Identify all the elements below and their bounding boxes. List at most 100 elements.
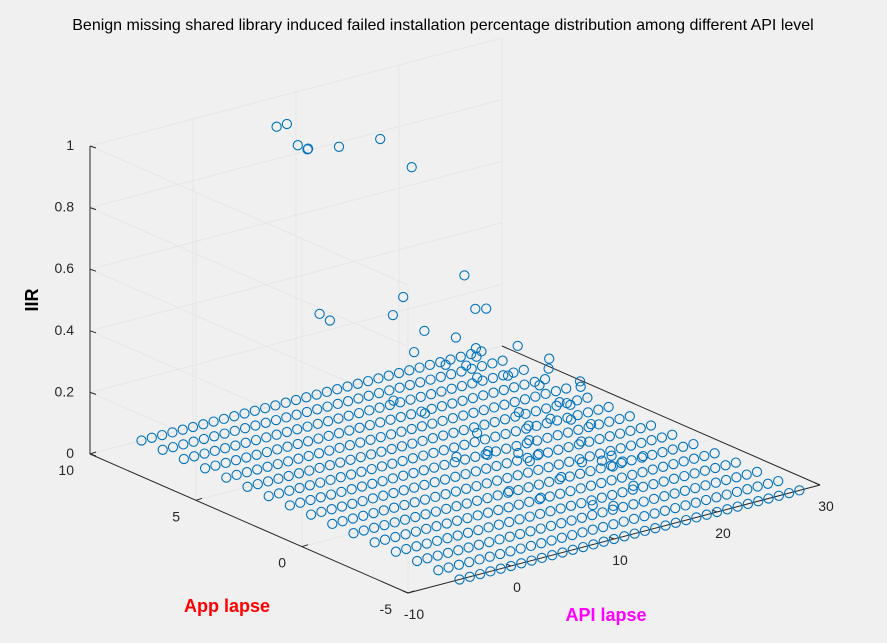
data-point	[494, 534, 505, 545]
data-point	[431, 521, 442, 532]
data-point	[576, 497, 587, 509]
data-point	[156, 429, 168, 441]
x-tick	[814, 482, 821, 486]
data-point	[354, 422, 365, 433]
data-point	[701, 509, 712, 520]
data-point	[680, 514, 692, 526]
data-point	[374, 402, 385, 413]
data-point	[464, 571, 475, 582]
data-point	[281, 426, 293, 438]
data-point	[312, 418, 323, 430]
data-point	[482, 492, 493, 504]
data-point	[385, 429, 397, 440]
data-point	[352, 378, 363, 389]
data-point	[628, 513, 640, 525]
wall-gridline	[89, 222, 503, 332]
data-point	[514, 528, 526, 540]
data-point	[523, 482, 534, 493]
data-point	[387, 458, 398, 469]
data-point	[261, 446, 273, 458]
data-point	[585, 480, 597, 491]
data-point	[342, 381, 353, 392]
data-point	[688, 453, 700, 464]
data-point	[617, 487, 628, 498]
data-point	[636, 452, 648, 463]
data-point	[441, 503, 452, 515]
data-point	[503, 502, 514, 513]
data-point	[281, 412, 292, 423]
data-point	[419, 494, 431, 505]
data-point	[453, 559, 465, 570]
data-point	[474, 554, 485, 565]
data-point	[508, 367, 519, 378]
data-point	[384, 385, 395, 396]
floor-gridline	[195, 391, 609, 501]
data-point	[700, 494, 712, 506]
data-point	[530, 406, 542, 417]
data-point	[251, 449, 262, 460]
data-point	[356, 481, 368, 492]
data-point	[658, 476, 669, 487]
data-point	[367, 478, 378, 489]
data-point	[312, 404, 323, 415]
data-point	[689, 468, 700, 479]
data-point	[505, 560, 517, 572]
data-point	[544, 476, 555, 488]
data-point	[429, 477, 440, 488]
data-point	[575, 381, 586, 392]
data-point	[627, 469, 638, 481]
data-point	[534, 380, 545, 391]
data-point	[401, 543, 412, 555]
data-point	[535, 523, 546, 534]
data-point	[410, 511, 421, 523]
data-point	[355, 451, 366, 463]
data-point	[383, 370, 394, 381]
data-point	[498, 384, 509, 396]
data-point	[452, 530, 463, 541]
data-point	[783, 487, 795, 499]
data-point	[280, 397, 291, 408]
data-point	[332, 384, 343, 395]
data-point	[596, 492, 608, 503]
data-point	[552, 430, 563, 441]
data-point	[762, 478, 774, 489]
data-point	[587, 524, 598, 535]
data-point	[323, 430, 334, 442]
wall-gridline	[89, 160, 503, 270]
data-point	[565, 399, 576, 411]
data-point	[576, 512, 588, 523]
z-tick-label: 0.8	[55, 199, 75, 215]
data-point	[439, 459, 450, 471]
data-point	[239, 423, 251, 434]
y-tick	[89, 451, 97, 455]
data-point	[639, 525, 651, 537]
data-point	[441, 518, 452, 529]
data-point	[376, 446, 387, 457]
data-point	[187, 421, 199, 433]
data-point	[688, 438, 699, 450]
data-point	[451, 451, 462, 463]
data-point	[419, 408, 431, 419]
data-point	[519, 394, 531, 405]
data-point	[720, 474, 732, 486]
data-point	[435, 357, 446, 368]
data-point	[627, 484, 638, 495]
data-point	[618, 516, 629, 527]
data-point	[408, 482, 420, 493]
data-point	[553, 459, 565, 470]
data-point	[585, 465, 596, 477]
wall-gridline	[89, 391, 409, 532]
data-point	[408, 346, 420, 358]
data-point	[588, 539, 599, 550]
data-point	[395, 397, 406, 408]
data-point	[419, 325, 430, 337]
data-point	[608, 533, 620, 545]
data-point	[435, 371, 446, 383]
data-point	[487, 358, 498, 369]
data-point	[470, 303, 481, 315]
z-tick	[89, 330, 97, 334]
data-point	[355, 437, 366, 448]
data-point	[511, 455, 523, 466]
data-point	[347, 498, 358, 509]
